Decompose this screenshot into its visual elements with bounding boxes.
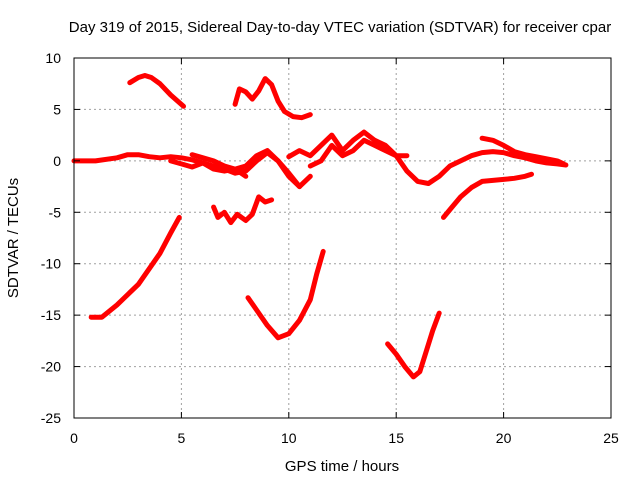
grid-layer — [74, 58, 611, 418]
y-tick-label: -20 — [41, 359, 61, 375]
x-tick-label: 15 — [388, 430, 404, 446]
series-arc-top-left — [127, 73, 186, 109]
series-arc-top-middle — [232, 76, 313, 121]
series-arc-mid-day — [286, 129, 410, 160]
y-tick-label: -5 — [49, 204, 62, 220]
series-arc-right-top — [479, 135, 567, 167]
x-axis-label: GPS time / hours — [285, 458, 399, 475]
series-arc-right-mid — [441, 171, 534, 220]
series-arc-bottom-middle — [245, 248, 326, 341]
series-arc-near-zero-long — [71, 150, 302, 190]
series-arc-bottom-right — [385, 310, 442, 380]
x-tick-label: 25 — [603, 430, 619, 446]
series-arc-near-zero-c — [189, 152, 249, 179]
series-arc-mid-day-b — [307, 137, 569, 186]
y-tick-label: -25 — [41, 410, 61, 426]
series-arc-bottom-left — [88, 214, 182, 320]
x-tick-label: 10 — [281, 430, 297, 446]
series-arc-mid-negative — [211, 194, 275, 226]
y-tick-label: 0 — [53, 153, 61, 169]
plot-frame — [73, 57, 612, 419]
x-tick-label: 0 — [70, 430, 78, 446]
x-tick-label: 20 — [496, 430, 512, 446]
tick-layer: 0 5 10 15 20 25 -25 -20 -15 -10 -5 0 5 10 — [41, 50, 619, 446]
y-tick-label: 5 — [53, 101, 61, 117]
chart-title: Day 319 of 2015, Sidereal Day-to-day VTE… — [69, 19, 611, 36]
y-axis-label: SDTVAR / TECUs — [5, 178, 22, 298]
y-tick-label: 10 — [45, 50, 61, 66]
y-tick-label: -10 — [41, 256, 61, 272]
series-arc-near-zero-b — [168, 148, 313, 190]
x-tick-label: 5 — [178, 430, 186, 446]
series-layer — [71, 73, 569, 380]
y-tick-label: -15 — [41, 307, 61, 323]
